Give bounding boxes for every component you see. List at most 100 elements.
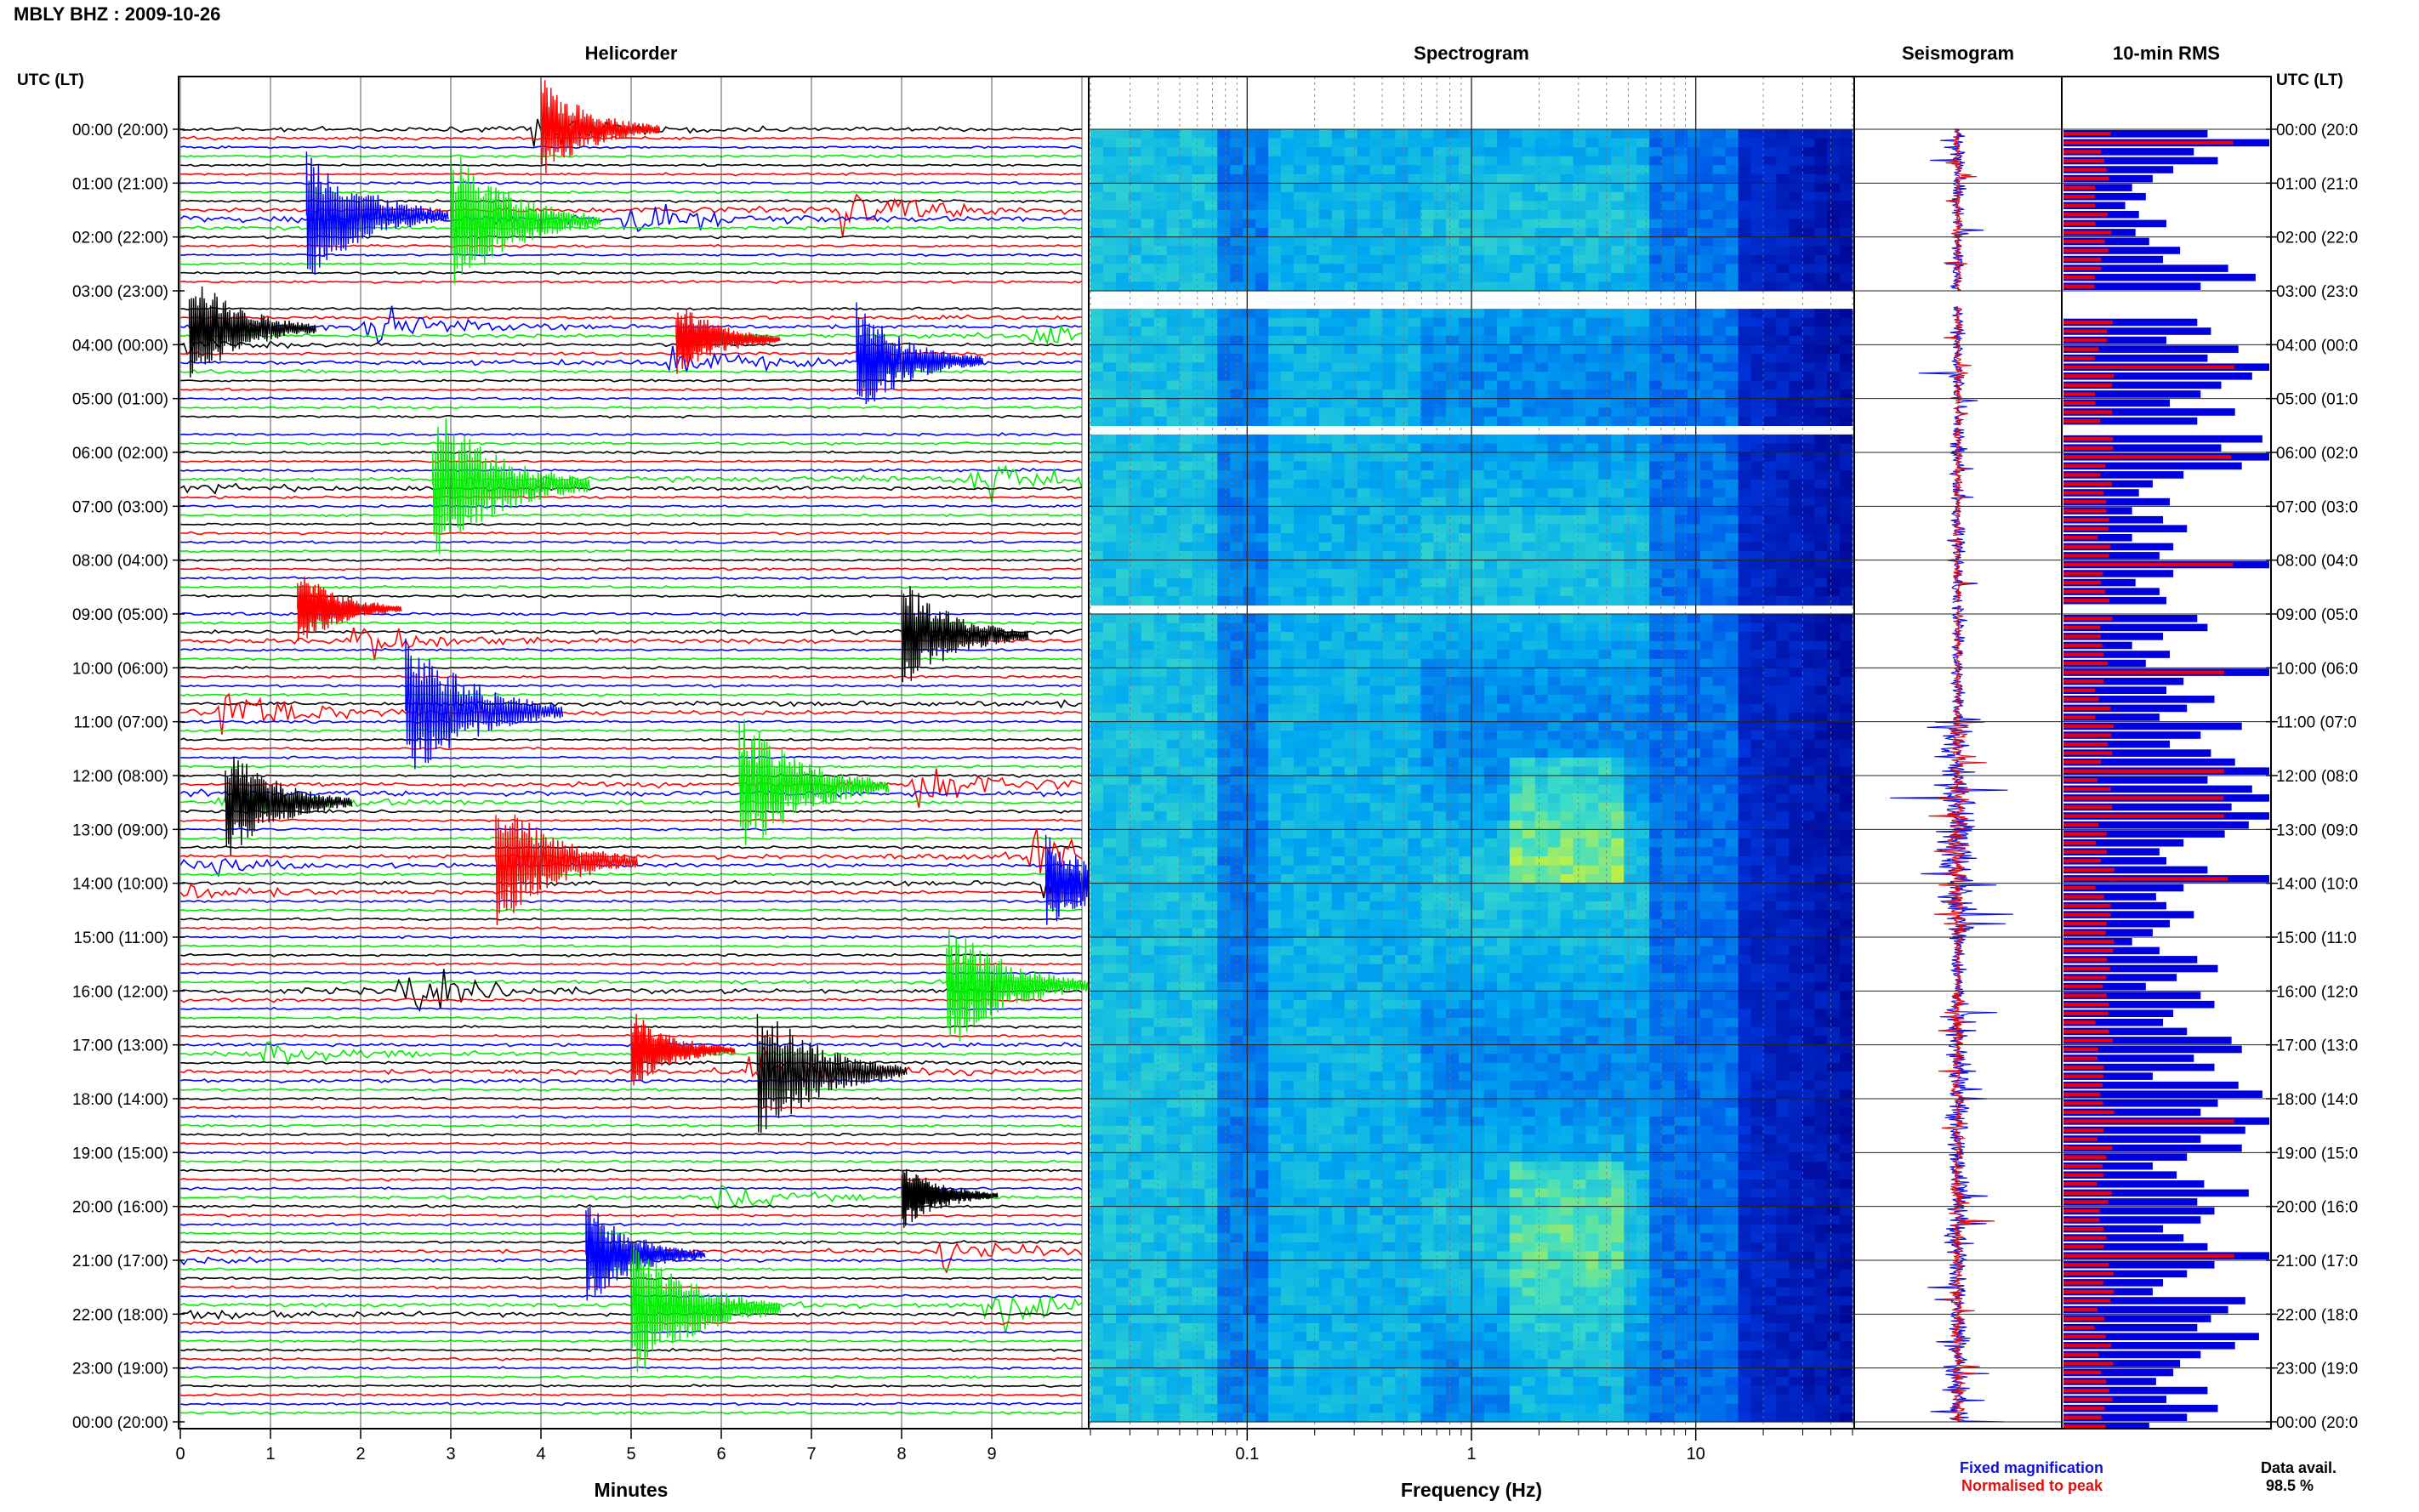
spectrogram-cell — [1192, 595, 1205, 606]
spectrogram-cell — [1534, 577, 1549, 588]
spectrogram-cell — [1115, 156, 1130, 166]
spectrogram-cell — [1306, 776, 1320, 786]
spectrogram-cell — [1624, 748, 1637, 759]
spectrogram-cell — [1624, 264, 1637, 274]
spectrogram-cell — [1725, 551, 1739, 561]
spectrogram-cell — [1776, 542, 1790, 552]
spectrogram-cell — [1814, 695, 1828, 705]
spectrogram-cell — [1840, 147, 1853, 157]
spectrogram-cell — [1382, 730, 1396, 741]
spectrogram-cell — [1090, 524, 1104, 534]
spectrogram-cell — [1598, 362, 1612, 372]
spectrogram-cell — [1789, 147, 1802, 157]
spectrogram-cell — [1306, 676, 1320, 687]
spectrogram-cell — [1102, 407, 1117, 418]
spectrogram-cell — [1344, 524, 1358, 534]
spectrogram-cell — [1573, 183, 1586, 193]
spectrogram-cell — [1509, 757, 1523, 768]
spectrogram-cell — [1115, 793, 1130, 804]
spectrogram-cell — [1293, 856, 1307, 867]
spectrogram-cell — [1840, 470, 1853, 480]
spectrogram-cell — [1281, 264, 1295, 274]
spectrogram-cell — [1509, 856, 1523, 867]
spectrogram-cell — [1674, 569, 1688, 579]
spectrogram-cell — [1446, 470, 1460, 480]
spectrogram-cell — [1522, 514, 1536, 526]
helicorder-event — [1044, 834, 1089, 925]
spectrogram-cell — [1217, 632, 1231, 642]
spectrogram-cell — [1090, 461, 1104, 471]
spectrogram-cell — [1725, 784, 1739, 794]
spectrogram-cell — [1318, 676, 1333, 687]
spectrogram-cell — [1293, 622, 1307, 633]
spectrogram-cell — [1534, 551, 1549, 561]
spectrogram-cell — [1509, 685, 1523, 696]
spectrogram-cell — [1763, 658, 1777, 668]
spectrogram-cell — [1776, 730, 1790, 741]
spectrogram-cell — [1331, 380, 1346, 390]
spectrogram-cell — [1433, 650, 1447, 660]
spectrogram-cell — [1344, 344, 1358, 355]
spectrogram-cell — [1433, 739, 1447, 749]
spectrogram-cell — [1318, 685, 1333, 696]
spectrogram-cell — [1509, 577, 1523, 588]
spectrogram-cell — [1102, 389, 1117, 400]
spectrogram-cell — [1624, 614, 1637, 624]
spectrogram-cell — [1801, 542, 1815, 552]
spectrogram-cell — [1217, 802, 1231, 812]
spectrogram-cell — [1814, 865, 1828, 875]
spectrogram-cell — [1281, 776, 1295, 786]
spectrogram-cell — [1446, 317, 1460, 327]
spectrogram-cell — [1636, 335, 1650, 345]
spectrogram-cell — [1687, 156, 1701, 166]
spectrogram-cell — [1166, 847, 1181, 857]
spectrogram-cell — [1420, 219, 1434, 229]
spectrogram-cell — [1268, 416, 1282, 426]
spectrogram-cell — [1712, 650, 1727, 660]
spectrogram-cell — [1420, 865, 1434, 875]
spectrogram-cell — [1763, 640, 1777, 651]
spectrogram-cell — [1636, 228, 1650, 238]
spectrogram-cell — [1344, 595, 1358, 606]
spectrogram-cell — [1534, 246, 1549, 256]
spectrogram-cell — [1281, 380, 1295, 390]
spectrogram-cell — [1699, 776, 1714, 786]
spectrogram-cell — [1369, 191, 1383, 202]
spectrogram-cell — [1331, 309, 1346, 319]
spectrogram-cell — [1750, 272, 1764, 283]
spectrogram-cell — [1573, 416, 1586, 426]
spectrogram-cell — [1789, 506, 1802, 516]
spectrogram-cell — [1369, 246, 1383, 256]
spectrogram-cell — [1293, 201, 1307, 211]
spectrogram-cell — [1725, 281, 1739, 292]
spectrogram-cell — [1459, 210, 1472, 220]
spectrogram-cell — [1331, 838, 1346, 849]
spectrogram-cell — [1750, 488, 1764, 498]
spectrogram-cell — [1446, 236, 1460, 247]
spectrogram-cell — [1192, 219, 1205, 229]
spectrogram-cell — [1560, 766, 1574, 776]
spectrogram-cell — [1471, 739, 1485, 749]
spectrogram-cell — [1509, 587, 1523, 597]
spectrogram-cell — [1471, 309, 1485, 319]
spectrogram-cell — [1255, 695, 1269, 705]
spectrogram-cell — [1344, 685, 1358, 696]
spectrogram-cell — [1547, 156, 1562, 166]
spectrogram-cell — [1420, 452, 1434, 463]
spectrogram-cell — [1547, 668, 1562, 678]
spectrogram-cell — [1725, 372, 1739, 382]
spectrogram-cell — [1674, 650, 1688, 660]
spectrogram-cell — [1712, 236, 1727, 247]
spectrogram-cell — [1281, 236, 1295, 247]
spectrogram-cell — [1483, 802, 1498, 812]
spectrogram-cell — [1827, 389, 1841, 400]
spectrogram-cell — [1153, 847, 1168, 857]
spectrogram-cell — [1153, 506, 1168, 516]
spectrogram-cell — [1382, 335, 1396, 345]
spectrogram-cell — [1750, 650, 1764, 660]
spectrogram-cell — [1255, 380, 1269, 390]
spectrogram-cell — [1179, 622, 1192, 633]
spectrogram-cell — [1496, 191, 1511, 202]
spectrogram-cell — [1459, 353, 1472, 364]
